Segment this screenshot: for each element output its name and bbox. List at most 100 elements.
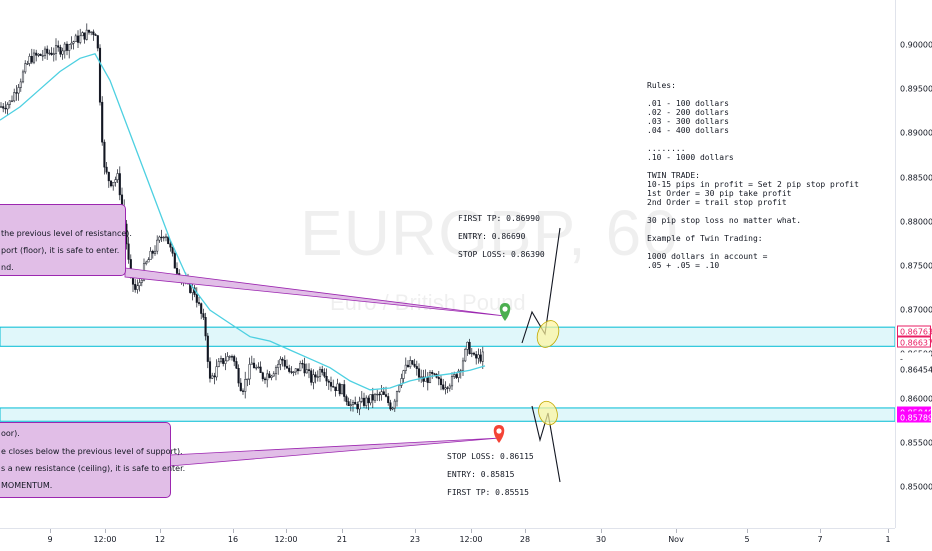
candle-body bbox=[406, 364, 410, 368]
candle-body bbox=[87, 29, 91, 33]
candle-body bbox=[79, 35, 82, 43]
time-tick-mark bbox=[676, 529, 677, 533]
sell-entry-highlight bbox=[538, 400, 558, 426]
candle-body bbox=[21, 71, 25, 83]
time-axis[interactable]: 9 12:00 12 16 12:00 21 23 12:00 28 30 Nov 5 7 1 bbox=[0, 528, 895, 551]
candle-body bbox=[248, 364, 251, 380]
candle-body bbox=[437, 377, 440, 380]
candle-body bbox=[389, 402, 392, 410]
candle-body bbox=[431, 372, 434, 374]
candle-body bbox=[101, 101, 104, 143]
candle-body bbox=[151, 250, 154, 254]
time-tick-label: Nov bbox=[668, 535, 684, 544]
candle-body bbox=[343, 384, 346, 397]
candle-body bbox=[444, 387, 447, 390]
price-tick-label: 0.85500 bbox=[900, 438, 932, 448]
candle-body bbox=[453, 374, 456, 377]
candle-body bbox=[292, 371, 295, 374]
candle-body bbox=[85, 29, 88, 40]
candle-body bbox=[321, 369, 324, 373]
candle-body bbox=[404, 364, 407, 371]
candle-body bbox=[411, 360, 414, 365]
candle-body bbox=[241, 390, 245, 392]
candle-body bbox=[266, 373, 269, 381]
candle-body bbox=[332, 386, 335, 388]
sell-note-line-2: e closes below the previous level of sup… bbox=[1, 447, 183, 456]
candle-body bbox=[464, 349, 467, 362]
symbol-watermark: EURGBP, 60 bbox=[300, 197, 679, 269]
candle-body bbox=[233, 356, 236, 362]
candle-body bbox=[283, 360, 286, 367]
candle-body bbox=[281, 358, 284, 361]
time-tick-mark bbox=[601, 529, 602, 533]
sell-projection-path bbox=[531, 405, 561, 483]
time-tick-label: 21 bbox=[336, 535, 348, 544]
time-tick-label: 12:00 bbox=[274, 535, 298, 544]
time-tick-label: 5 bbox=[744, 535, 750, 544]
candle-body bbox=[215, 366, 218, 378]
time-tick-label: 30 bbox=[595, 535, 607, 544]
candle-body bbox=[19, 81, 22, 88]
candle-body bbox=[43, 48, 47, 56]
price-axis[interactable]: 0.90000 0.89500 0.89000 0.88500 0.88000 0.875… bbox=[895, 0, 932, 528]
time-tick-mark bbox=[233, 529, 234, 533]
candle-body bbox=[230, 356, 234, 358]
candle-body bbox=[325, 375, 328, 382]
candle-body bbox=[268, 373, 271, 378]
time-tick-label: 12 bbox=[154, 535, 166, 544]
candle-body bbox=[217, 361, 220, 367]
sell-first-tp-label: FIRST TP: 0.85515 bbox=[447, 488, 529, 497]
candle-body bbox=[175, 267, 179, 274]
candle-body bbox=[358, 401, 361, 410]
candle-body bbox=[466, 341, 469, 350]
candle-body bbox=[50, 52, 53, 55]
sell-entry-label: ENTRY: 0.85815 bbox=[447, 470, 515, 479]
candle-body bbox=[393, 400, 396, 409]
candle-body bbox=[195, 294, 198, 303]
candle-body bbox=[32, 52, 36, 63]
candle-body bbox=[105, 166, 108, 173]
price-tag: 0.86763 bbox=[897, 325, 932, 337]
candle-body bbox=[472, 352, 476, 355]
time-tick-mark bbox=[286, 529, 287, 533]
candle-body bbox=[94, 34, 97, 36]
price-plot[interactable] bbox=[0, 0, 895, 528]
candle-body bbox=[380, 391, 383, 395]
candle-body bbox=[65, 43, 69, 51]
candle-body bbox=[109, 180, 113, 187]
candle-body bbox=[371, 394, 374, 401]
sell-note-box[interactable]: oor). e closes below the previous level … bbox=[0, 422, 185, 498]
candle-body bbox=[415, 366, 418, 369]
candle-body bbox=[290, 371, 293, 373]
time-tick-label: 7 bbox=[817, 535, 823, 544]
candle-body bbox=[83, 32, 86, 40]
time-tick-mark bbox=[160, 529, 161, 533]
candle-body bbox=[354, 401, 357, 405]
candle-body bbox=[68, 44, 71, 51]
candle-body bbox=[481, 351, 484, 362]
candle-body bbox=[0, 106, 3, 108]
buy-note-box[interactable]: the previous level of resistance). port … bbox=[0, 204, 132, 276]
candle-body bbox=[312, 374, 315, 383]
candle-body bbox=[417, 368, 421, 378]
price-tick-label: 0.87000 bbox=[900, 305, 932, 315]
candle-body bbox=[413, 363, 416, 367]
symbol-subtitle-watermark: Euro / British Pound bbox=[330, 290, 526, 315]
time-tick-mark bbox=[471, 529, 472, 533]
candle-body bbox=[468, 341, 471, 354]
candle-body bbox=[450, 376, 454, 387]
rules-note: Rules: .01 - 100 dollars .02 - 200 dolla… bbox=[647, 81, 859, 270]
candle-body bbox=[173, 253, 176, 269]
candle-body bbox=[263, 378, 267, 381]
price-tick-label: 0.90000 bbox=[900, 40, 932, 50]
candle-body bbox=[455, 374, 458, 378]
candle-body bbox=[362, 397, 366, 406]
buy-note-line-3: nd. bbox=[1, 263, 14, 272]
chart-area[interactable]: EURGBP, 60 Euro / British Pound FIRST TP… bbox=[0, 0, 895, 528]
candle-body bbox=[294, 368, 297, 373]
candle-body bbox=[4, 107, 7, 110]
candle-body bbox=[213, 375, 216, 378]
resistance-zone bbox=[0, 326, 895, 347]
candle-body bbox=[39, 53, 42, 56]
price-tag: 0.85789 bbox=[897, 411, 932, 423]
